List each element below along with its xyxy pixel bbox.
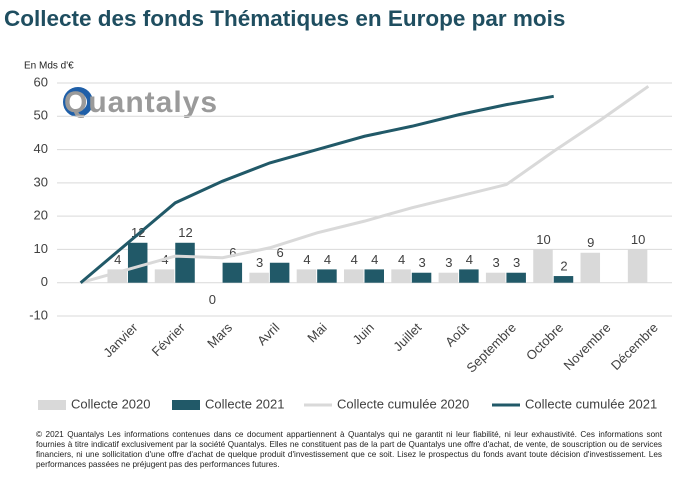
bar [438, 272, 459, 283]
data-label: 4 [351, 252, 358, 267]
x-tick-label: Mars [204, 320, 235, 351]
data-label: 3 [493, 255, 500, 270]
data-label: 6 [229, 245, 236, 260]
bar [127, 242, 148, 283]
x-tick-label: Juillet [390, 320, 424, 354]
chart-title: Collecte des fonds Thématiques en Europe… [4, 6, 565, 31]
x-tick-label: Décembre [608, 320, 661, 373]
line [79, 94, 554, 284]
logo: Quantalys [64, 86, 218, 119]
x-tick-label: Mai [304, 320, 329, 345]
x-tick-label: Juin [350, 320, 377, 347]
x-tick-label: Septembre [463, 320, 519, 376]
bar [364, 269, 384, 283]
x-tick-label: Février [149, 319, 189, 359]
bar [533, 249, 553, 283]
bar [553, 276, 574, 283]
y-tick-label: 60 [34, 74, 48, 89]
y-tick-label: 40 [34, 141, 48, 156]
logo-mark [63, 87, 93, 117]
bar [485, 272, 506, 283]
data-label: 3 [513, 255, 520, 270]
data-label: 4 [466, 252, 473, 267]
data-label: 4 [371, 252, 378, 267]
legend-swatch [172, 400, 200, 410]
y-tick-label: 30 [34, 174, 48, 189]
bar [506, 272, 526, 283]
x-tick-label: Octobre [523, 320, 566, 363]
data-label: 4 [114, 252, 121, 267]
y-tick-label: 20 [34, 208, 48, 223]
data-label: 10 [631, 232, 645, 247]
footnote: © 2021 Quantalys Les informations conten… [36, 430, 662, 469]
legend-swatch [38, 400, 66, 410]
y-tick-label: 10 [34, 241, 48, 256]
data-label: 10 [536, 232, 550, 247]
y-tick-label: 50 [34, 108, 48, 123]
data-label: 3 [445, 255, 452, 270]
data-label: 4 [324, 252, 331, 267]
legend-label: Collecte 2020 [71, 396, 151, 411]
chart: Collecte des fonds Thématiques en Europe… [4, 6, 672, 411]
y-tick-label: -10 [29, 307, 48, 322]
legend-label: Collecte cumulée 2021 [525, 396, 657, 411]
x-tick-label: Avril [254, 320, 282, 348]
bar [411, 272, 432, 283]
y-axis-label: En Mds d'€ [24, 61, 74, 72]
bar [391, 269, 411, 283]
legend-label: Collecte cumulée 2020 [337, 396, 469, 411]
bar [459, 269, 479, 283]
bar [344, 269, 364, 283]
legend-label: Collecte 2021 [205, 396, 285, 411]
bar [154, 269, 175, 283]
data-label: 9 [587, 235, 594, 250]
x-tick-label: Novembre [561, 320, 614, 373]
bar [175, 242, 195, 283]
data-label: 4 [398, 252, 405, 267]
data-label: 2 [560, 258, 567, 273]
bar [222, 262, 243, 283]
y-tick-label: 0 [41, 274, 48, 289]
bar [580, 252, 601, 283]
data-label: 12 [178, 225, 192, 240]
bar [296, 269, 317, 283]
bar [317, 269, 337, 283]
data-label: 3 [418, 255, 425, 270]
data-label: 4 [303, 252, 310, 267]
x-tick-label: Août [442, 320, 472, 350]
bar [269, 262, 290, 283]
x-tick-label: Janvier [100, 319, 141, 360]
data-label: 0 [209, 292, 216, 307]
bar [249, 272, 269, 283]
data-label: 3 [256, 255, 263, 270]
bar [627, 249, 648, 283]
data-label: 6 [277, 245, 284, 260]
line [80, 85, 650, 285]
